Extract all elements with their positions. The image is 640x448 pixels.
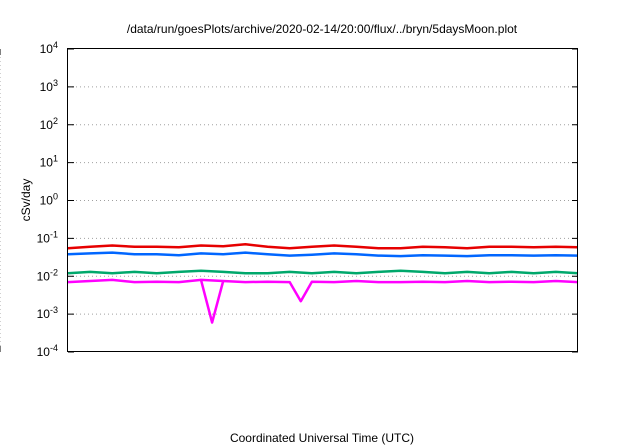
y-axis-label: cSv/day <box>19 179 33 222</box>
y-tick-base: 10 <box>40 42 54 56</box>
y-tick-base: 10 <box>40 80 54 94</box>
y-tick-label: 103 <box>40 78 58 94</box>
y-tick-exponent: 1 <box>53 154 58 164</box>
y-tick-label: 100 <box>40 192 58 208</box>
y-tick-label: 10-2 <box>37 267 58 283</box>
y-tick-base: 10 <box>40 118 54 132</box>
y-tick-base: 10 <box>37 307 51 321</box>
y-tick-exponent: 3 <box>53 78 58 88</box>
series-line-4 <box>67 278 579 324</box>
grid-lines <box>0 49 578 352</box>
y-tick-base: 10 <box>37 231 51 245</box>
y-tick-exponent: -1 <box>50 229 58 239</box>
y-tick-label: 104 <box>40 40 58 56</box>
y-tick-exponent: -3 <box>50 305 58 315</box>
y-tick-base: 10 <box>40 156 54 170</box>
y-tick-exponent: -2 <box>50 267 58 277</box>
y-tick-label: 10-3 <box>37 305 58 321</box>
y-tick-exponent: 0 <box>53 192 58 202</box>
series-line-3 <box>67 269 579 275</box>
y-tick-base: 10 <box>37 345 51 359</box>
series-group <box>67 242 579 324</box>
y-tick-base: 10 <box>37 269 51 283</box>
y-tick-exponent: 2 <box>53 116 58 126</box>
series-line-1 <box>67 242 579 250</box>
y-tick-exponent: -4 <box>50 343 58 353</box>
chart-title: /data/run/goesPlots/archive/2020-02-14/2… <box>127 22 518 36</box>
series-line-2 <box>67 251 579 258</box>
y-tick-label: 101 <box>40 154 58 170</box>
y-tick-label: 10-1 <box>37 229 58 245</box>
y-tick-base: 10 <box>40 194 54 208</box>
y-tick-label: 10-4 <box>37 343 58 359</box>
x-axis-label: Coordinated Universal Time (UTC) <box>230 431 414 445</box>
y-tick-exponent: 4 <box>53 40 58 50</box>
y-tick-label: 102 <box>40 116 58 132</box>
